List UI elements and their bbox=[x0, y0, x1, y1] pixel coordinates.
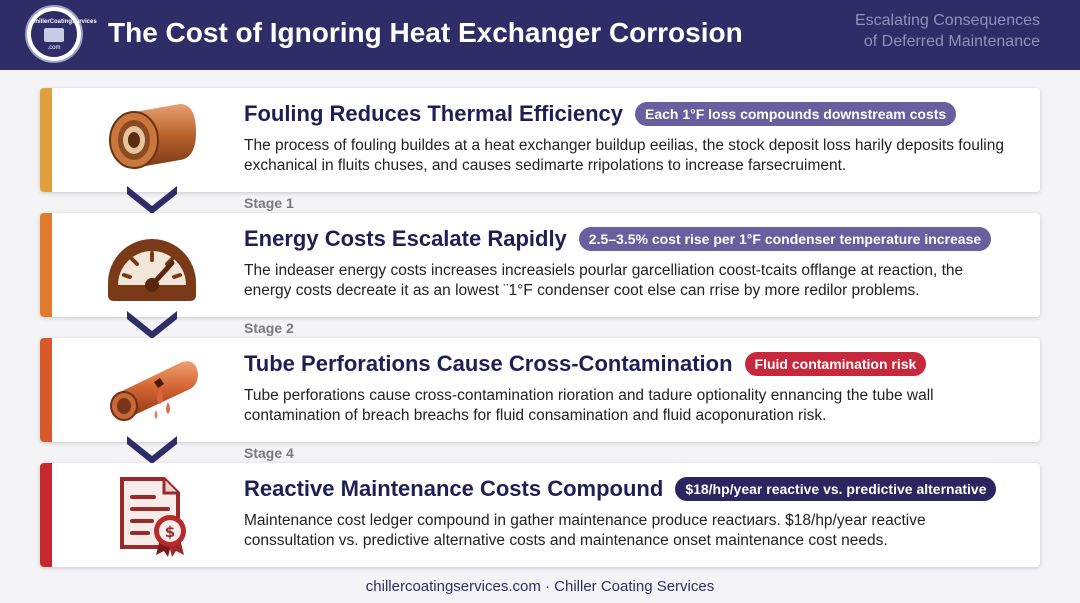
chevron-down-icon bbox=[127, 436, 177, 464]
stage-card-fouling: Fouling Reduces Thermal Efficiency Each … bbox=[40, 88, 1040, 192]
card-title: Fouling Reduces Thermal Efficiency bbox=[244, 101, 623, 126]
card-header: Fouling Reduces Thermal Efficiency Each … bbox=[244, 101, 957, 127]
card-description: The indeaser energy costs increases incr… bbox=[244, 262, 964, 299]
impact-badge: 2.5–3.5% cost rise per 1°F condenser tem… bbox=[578, 227, 992, 251]
chevron-down-icon bbox=[127, 186, 177, 214]
stage-card-reactive-maintenance: $ Reactive Maintenance Costs Compound $1… bbox=[40, 463, 1040, 567]
page-subtitle: Escalating Consequences of Deferred Main… bbox=[855, 10, 1040, 52]
subtitle-line-2: of Deferred Maintenance bbox=[863, 33, 1040, 50]
header: ChillerCoatingServices .com The Cost of … bbox=[0, 0, 1080, 70]
stage-color-bar bbox=[40, 338, 52, 442]
stage-color-bar bbox=[40, 463, 52, 567]
stage-label: Stage 4 bbox=[244, 445, 294, 461]
impact-badge: $18/hp/year reactive vs. predictive alte… bbox=[675, 477, 997, 501]
card-description: Maintenance cost ledger compound in gath… bbox=[244, 512, 926, 549]
logo-sub: .com bbox=[47, 45, 61, 51]
footer-credit: chillercoatingservices.com · Chiller Coa… bbox=[365, 578, 715, 595]
card-title: Reactive Maintenance Costs Compound bbox=[244, 476, 664, 501]
cost-ledger-icon: $ bbox=[120, 477, 186, 557]
company-logo: ChillerCoatingServices .com bbox=[25, 5, 97, 63]
leaking-pipe-icon bbox=[110, 361, 198, 421]
stage-color-bar bbox=[40, 213, 52, 317]
gauge-icon bbox=[108, 239, 196, 301]
card-header: Reactive Maintenance Costs Compound $18/… bbox=[244, 476, 997, 502]
stage-label: Stage 1 bbox=[244, 195, 294, 211]
stage-card-energy: Energy Costs Escalate Rapidly 2.5–3.5% c… bbox=[40, 213, 1040, 317]
building-icon bbox=[44, 28, 64, 42]
card-title: Tube Perforations Cause Cross-Contaminat… bbox=[244, 351, 733, 376]
stage-color-bar bbox=[40, 88, 52, 192]
stage-card-perforations: Tube Perforations Cause Cross-Contaminat… bbox=[40, 338, 1040, 442]
copper-tube-icon bbox=[109, 104, 196, 169]
logo-text: ChillerCoatingServices bbox=[31, 19, 97, 25]
card-header: Energy Costs Escalate Rapidly 2.5–3.5% c… bbox=[244, 226, 992, 252]
card-title: Energy Costs Escalate Rapidly bbox=[244, 226, 567, 251]
stage-label: Stage 2 bbox=[244, 320, 294, 336]
impact-badge: Each 1°F loss compounds downstream costs bbox=[634, 102, 957, 126]
svg-text:$: $ bbox=[165, 523, 175, 541]
chevron-down-icon bbox=[127, 311, 177, 339]
card-description: The process of fouling buildes at a heat… bbox=[244, 137, 1004, 174]
impact-badge: Fluid contamination risk bbox=[744, 352, 927, 376]
card-description: Tube perforations cause cross-contaminat… bbox=[244, 387, 934, 424]
page-title: The Cost of Ignoring Heat Exchanger Corr… bbox=[108, 17, 743, 48]
subtitle-line-1: Escalating Consequences bbox=[854, 12, 1040, 29]
card-header: Tube Perforations Cause Cross-Contaminat… bbox=[244, 351, 927, 377]
